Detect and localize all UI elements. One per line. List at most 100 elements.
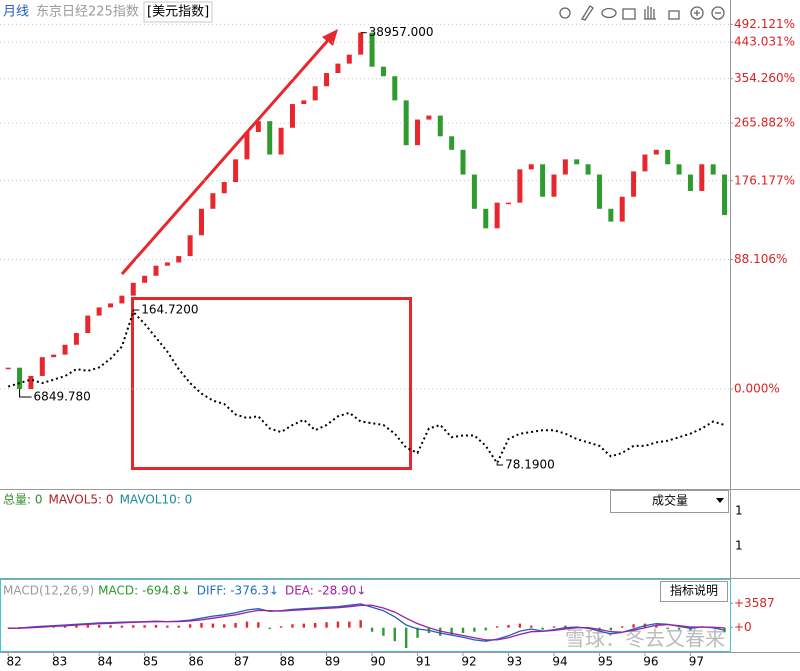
- macd-bar: [404, 627, 408, 648]
- highlight-box: [131, 297, 412, 470]
- help-button[interactable]: [660, 581, 728, 602]
- candle: [449, 136, 455, 150]
- draw-icon[interactable]: [581, 5, 594, 21]
- macd-bar: [632, 624, 635, 628]
- x-tick-label: 82: [7, 655, 22, 669]
- zoom-in-icon[interactable]: [690, 6, 704, 20]
- candle: [619, 196, 625, 222]
- macd-bar: [132, 625, 135, 628]
- candle: [642, 154, 648, 172]
- annotation-label: 6849.780: [34, 389, 91, 403]
- candle: [585, 164, 591, 175]
- candle: [17, 367, 23, 389]
- macd-bar: [166, 625, 169, 628]
- candle: [28, 375, 34, 389]
- dollar-index-line: [7, 310, 725, 466]
- macd-bar: [530, 625, 533, 628]
- candle: [596, 174, 602, 209]
- candle: [187, 235, 193, 257]
- y-tick-label: 492.121%: [734, 17, 795, 31]
- hand-icon[interactable]: [644, 6, 656, 20]
- macd-bar: [450, 627, 453, 635]
- macd-bar: [291, 624, 294, 628]
- macd-bar: [120, 625, 124, 628]
- macd-bar: [63, 625, 67, 628]
- overlay-label[interactable]: [美元指数]: [147, 5, 209, 20]
- dropdown-label[interactable]: 成交量: [652, 493, 688, 508]
- y-tick-label: 265.882%: [734, 116, 795, 130]
- view-icon[interactable]: [601, 7, 617, 19]
- macd-bar: [677, 627, 681, 630]
- candle: [460, 149, 466, 175]
- symbol-label[interactable]: 东京日经225指数: [36, 5, 139, 20]
- macd-bar: [609, 627, 613, 631]
- candle: [312, 86, 318, 101]
- x-tick-label: 83: [52, 655, 67, 669]
- candle: [517, 169, 523, 203]
- candle: [392, 76, 398, 101]
- indicator-dropdown[interactable]: [610, 490, 729, 513]
- macd-bar: [359, 620, 362, 628]
- candle: [574, 159, 580, 165]
- macd-bar: [211, 623, 215, 628]
- candle: [494, 202, 500, 229]
- candle: [551, 174, 557, 197]
- macd-legend: DEA: -28.90↓: [285, 584, 366, 598]
- candle: [653, 149, 659, 155]
- candle: [676, 164, 682, 175]
- trend-arrow: [120, 37, 332, 275]
- dropdown-arrow[interactable]: [716, 498, 724, 503]
- lock-icon[interactable]: [668, 10, 680, 20]
- macd-title: MACD(12,26,9): [3, 584, 94, 598]
- macd-bar: [302, 623, 306, 628]
- x-tick-label: 90: [370, 655, 385, 669]
- macd-bar: [336, 621, 340, 628]
- macd-legend: DIFF: -376.3↓: [197, 584, 279, 598]
- macd-bar: [666, 627, 669, 630]
- overlay-box[interactable]: [143, 1, 213, 23]
- macd-bar: [313, 622, 317, 628]
- macd-frame: [0, 579, 731, 652]
- macd-bar: [257, 622, 260, 628]
- macd-bar: [75, 625, 78, 628]
- macd-bar: [268, 627, 271, 630]
- annotation-label: 38957.000: [369, 25, 434, 39]
- candle: [346, 54, 352, 64]
- box-icon[interactable]: [622, 8, 636, 20]
- candle: [289, 104, 295, 128]
- candle: [85, 315, 91, 334]
- macd-bar: [416, 627, 419, 638]
- candle: [380, 66, 386, 77]
- x-tick-label: 85: [143, 655, 158, 669]
- macd-bar: [348, 621, 351, 628]
- candle: [73, 333, 79, 345]
- zoom-out-icon[interactable]: [711, 6, 725, 20]
- y-tick-label: 443.031%: [734, 35, 795, 49]
- annotation-bracket: [19, 388, 32, 398]
- candle: [142, 275, 148, 283]
- annotation-label: 78.1900: [505, 458, 555, 472]
- candle: [198, 208, 204, 236]
- macd-bar: [86, 624, 89, 628]
- candle: [505, 202, 511, 205]
- macd-bar: [689, 627, 692, 631]
- x-tick-label: 87: [234, 655, 249, 669]
- candle: [221, 182, 227, 194]
- x-tick-label: 84: [98, 655, 113, 669]
- candle: [210, 193, 216, 209]
- x-tick-label: 95: [598, 655, 613, 669]
- macd-bar: [223, 624, 226, 628]
- arrow-head: [322, 29, 338, 46]
- macd-bar: [655, 624, 658, 628]
- y-tick-label: +0: [734, 620, 752, 634]
- x-tick-label: 92: [461, 655, 476, 669]
- help-button-label[interactable]: 指标说明: [670, 583, 718, 598]
- macd-bar: [382, 627, 385, 636]
- macd-bar: [507, 624, 510, 628]
- macd-bar: [564, 625, 567, 628]
- candle: [5, 367, 11, 370]
- settings-icon[interactable]: [559, 7, 571, 19]
- candle: [528, 164, 534, 170]
- period-label[interactable]: 月线: [3, 5, 29, 20]
